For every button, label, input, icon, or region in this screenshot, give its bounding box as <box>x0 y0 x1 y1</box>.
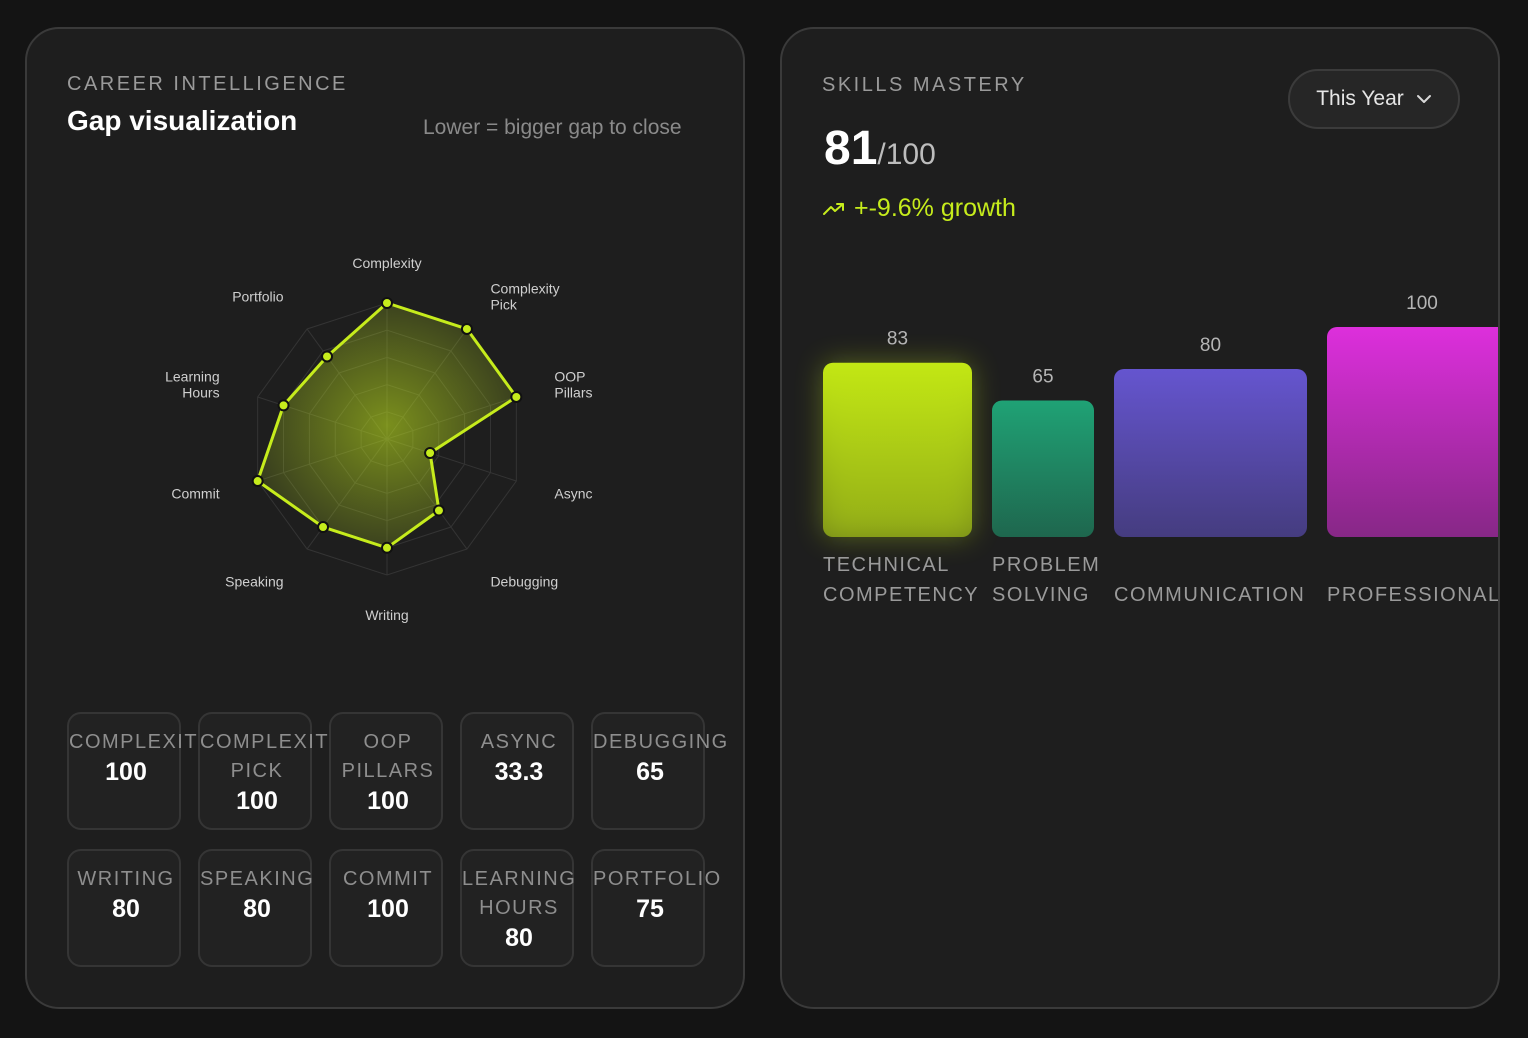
metric-tile: COMMIT 100 <box>329 849 443 967</box>
metric-tile-label: OOP PILLARS <box>341 731 435 782</box>
chevron-down-icon <box>1416 95 1431 103</box>
radar-axis-label: Complexity Pick <box>490 281 559 313</box>
radar-axis-label: Async <box>554 485 592 501</box>
metric-tile-value: 75 <box>636 895 664 923</box>
bar-category-label: COMMUNICATION <box>1114 584 1305 606</box>
metric-tile: PORTFOLIO 75 <box>591 849 722 967</box>
metric-tile-value: 65 <box>636 758 664 786</box>
radar-axis-label: Portfolio <box>232 289 284 305</box>
radar-point <box>381 541 393 554</box>
growth-text: +-9.6% growth <box>854 194 1016 222</box>
mastery-score: 81/100 <box>824 121 936 176</box>
radar-point <box>381 297 393 309</box>
metric-tile-label: PORTFOLIO <box>593 868 722 890</box>
metric-tile: DEBUGGING 65 <box>591 712 729 830</box>
metric-tile-value: 80 <box>505 924 533 952</box>
metric-tile-label: ASYNC <box>480 731 558 753</box>
score-suffix: /100 <box>877 138 936 171</box>
period-dropdown-label: This Year <box>1316 87 1404 110</box>
radar-axis-label: OOP Pillars <box>554 369 592 401</box>
metric-tile: SPEAKING 80 <box>198 849 315 967</box>
radar-axis-label: Commit <box>171 485 219 501</box>
bar-category-label: TECHNICAL COMPETENCY <box>823 554 979 606</box>
radar-point <box>424 446 437 459</box>
metric-tile-value: 33.3 <box>494 758 544 786</box>
bar <box>992 400 1094 537</box>
radar-point <box>251 475 264 488</box>
metric-tile-label: WRITING <box>77 868 175 890</box>
radar-point <box>277 399 290 412</box>
metric-tile-value: 100 <box>367 787 409 815</box>
metric-tile-label: DEBUGGING <box>593 731 729 753</box>
card-eyebrow: CAREER INTELLIGENCE <box>67 73 348 95</box>
metric-tile-value: 100 <box>105 758 147 786</box>
metric-tile: COMPLEXITY PICK 100 <box>198 712 344 830</box>
bar-value-label: 100 <box>1406 293 1438 314</box>
metric-tile-label: COMPLEXITY PICK <box>200 731 344 782</box>
radar-series-area <box>256 301 518 550</box>
growth-indicator: +-9.6% growth <box>822 194 1016 223</box>
bar-value-label: 83 <box>887 329 908 350</box>
metric-tile-value: 100 <box>367 895 409 923</box>
chart-hint: Lower = bigger gap to close <box>423 116 682 139</box>
metric-tile: LEARNING HOURS 80 <box>460 849 577 967</box>
metric-tile-value: 80 <box>112 895 140 923</box>
radar-axis-label: Writing <box>365 607 408 623</box>
gap-visualization-card: CAREER INTELLIGENCE Gap visualization Lo… <box>25 27 745 1009</box>
bar-value-label: 80 <box>1200 335 1221 356</box>
trend-up-icon <box>823 202 844 215</box>
metric-tile: WRITING 80 <box>67 849 181 967</box>
metric-tile-label: SPEAKING <box>200 868 315 890</box>
skills-bar-chart: 83 TECHNICAL COMPETENCY 65 PROBLEM SOLVING 80 C… <box>823 293 1498 606</box>
radar-point <box>460 322 473 335</box>
radar-axis-label: Speaking <box>225 573 283 589</box>
metric-tile: ASYNC 33.3 <box>460 712 574 830</box>
bar-value-label: 65 <box>1032 367 1053 388</box>
radar-point <box>321 350 334 363</box>
radar-point <box>510 390 523 403</box>
metric-tile-value: 80 <box>243 895 271 923</box>
radar-axis-label: Learning Hours <box>165 369 220 401</box>
metric-tile-label: LEARNING HOURS <box>462 868 577 919</box>
radar-point <box>432 504 445 517</box>
bar <box>823 362 972 537</box>
radar-chart: Complexity Complexity Pick OOP Pillars Async D… <box>165 255 592 623</box>
card-eyebrow: SKILLS MASTERY <box>822 74 1027 96</box>
skills-mastery-card: SKILLS MASTERY This Year 81/100 +-9.6% g… <box>780 27 1500 1009</box>
metric-tile-label: COMPLEXITY <box>69 731 213 753</box>
metric-tile-value: 100 <box>236 787 278 815</box>
radar-axis-label: Debugging <box>490 573 558 589</box>
card-title: Gap visualization <box>67 105 298 136</box>
radar-point <box>317 521 330 534</box>
bar-category-label: PROBLEM SOLVING <box>992 554 1100 606</box>
period-dropdown[interactable]: This Year <box>1288 69 1460 129</box>
radar-axis-label: Complexity <box>352 255 421 271</box>
bar-category-label: PROFESSIONALISM <box>1327 584 1498 606</box>
bar <box>1114 369 1307 537</box>
bar <box>1327 327 1498 537</box>
metric-tile-label: COMMIT <box>342 868 434 890</box>
metric-tile: OOP PILLARS 100 <box>329 712 443 830</box>
metric-tile: COMPLEXITY 100 <box>67 712 213 830</box>
score-value: 81 <box>824 122 878 175</box>
